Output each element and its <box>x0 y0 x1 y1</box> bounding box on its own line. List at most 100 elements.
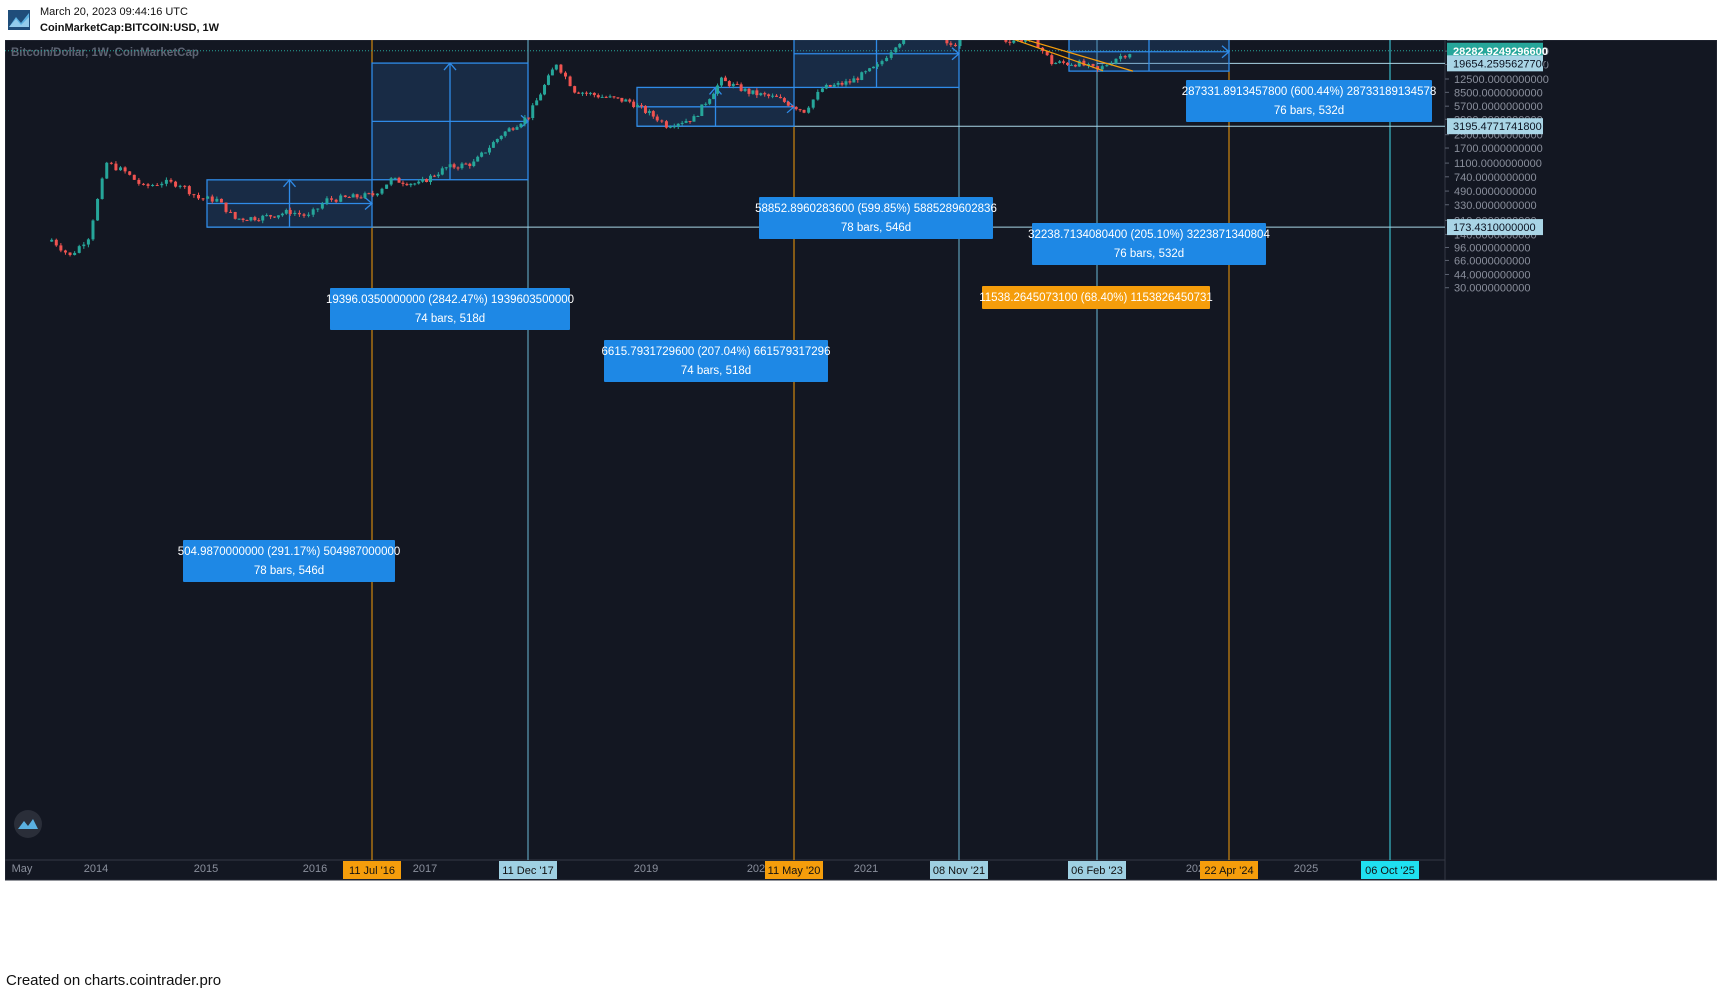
candle-body <box>604 96 608 98</box>
candle-body <box>848 81 852 83</box>
candle-body <box>347 196 351 198</box>
candle-body <box>778 96 782 99</box>
candle-body <box>872 66 876 69</box>
footer-credit: Created on charts.cointrader.pro <box>6 972 222 989</box>
candle-body <box>889 52 893 58</box>
candle-body <box>363 193 367 198</box>
candle-body <box>201 198 205 200</box>
candle-body <box>96 198 100 221</box>
candle-body <box>436 174 440 177</box>
candle-body <box>460 163 464 169</box>
candle-body <box>1024 40 1028 42</box>
candle-body <box>141 183 145 185</box>
candle-body <box>440 168 444 175</box>
price-chart[interactable]: Bitcoin/Dollar, 1W, CoinMarketCap1200000… <box>5 40 1717 972</box>
candle-body <box>894 47 898 53</box>
candle-body <box>767 94 771 97</box>
candle-body <box>224 202 228 212</box>
candle-body <box>852 78 856 83</box>
candle-body <box>860 72 864 80</box>
candle-body <box>647 111 651 113</box>
candle-body <box>456 167 460 169</box>
y-tick-label: 8500.0000000000 <box>1454 87 1543 99</box>
tag-box <box>1447 55 1543 72</box>
candle-body <box>330 198 334 200</box>
cointrader-logo-icon <box>8 10 30 30</box>
candle-body <box>535 100 539 106</box>
candle-body <box>355 194 359 198</box>
candle-body <box>573 86 577 93</box>
candle-body <box>215 198 219 202</box>
candle-body <box>739 84 743 91</box>
candle-body <box>902 40 906 44</box>
candle-body <box>596 95 600 98</box>
candle-body <box>219 198 223 203</box>
candle-body <box>1066 62 1070 65</box>
candle-body <box>233 211 237 219</box>
price-level-tag: 173.4310000000 <box>1447 219 1543 236</box>
candle-body <box>1045 50 1049 56</box>
candle-body <box>77 246 81 253</box>
candle-body <box>269 215 273 217</box>
label-text: 287331.8913457800 (600.44%) 287331891345… <box>1182 86 1437 98</box>
candle-body <box>293 212 297 215</box>
candle-body <box>187 186 191 195</box>
candle-body <box>123 167 127 172</box>
candle-body <box>539 94 543 101</box>
candle-body <box>160 183 164 186</box>
tag-box <box>1068 861 1126 879</box>
measurement-box <box>1068 40 1230 72</box>
candle-body <box>146 184 150 186</box>
date-marker-tag: 08 Nov '21 <box>930 861 988 879</box>
candle-body <box>735 83 739 85</box>
candle-body <box>608 96 612 98</box>
tag-text: 3195.4771741800 <box>1453 121 1542 133</box>
candle-body <box>802 109 806 113</box>
candle-body <box>612 96 616 98</box>
candle-body <box>68 252 72 256</box>
candle-body <box>824 84 828 89</box>
candle-body <box>1100 66 1104 70</box>
y-tick-label: 5700.0000000000 <box>1454 101 1543 113</box>
tag-box <box>1447 42 1543 59</box>
candle-body <box>727 81 731 87</box>
y-tick-label: 44.0000000000 <box>1454 269 1530 281</box>
candle-body <box>480 152 484 157</box>
candle-body <box>790 105 794 107</box>
candle-body <box>487 147 491 153</box>
candle-body <box>428 175 432 182</box>
candle-body <box>359 197 363 199</box>
label-text: 78 bars, 546d <box>254 565 324 577</box>
candle-body <box>632 101 636 108</box>
candle-body <box>798 109 802 111</box>
candle-body <box>794 106 798 110</box>
candle-body <box>105 162 109 179</box>
candle-body <box>464 163 468 165</box>
date-marker-tag: 11 Jul '16 <box>343 861 401 879</box>
tag-box <box>1447 118 1543 135</box>
candle-body <box>495 138 499 143</box>
measurement-label: 287331.8913457800 (600.44%) 287331891345… <box>1182 80 1437 122</box>
label-box <box>604 340 828 382</box>
y-tick-label: 44000.0000000000 <box>1454 40 1549 42</box>
candle-body <box>588 92 592 94</box>
candle-body <box>1004 40 1008 42</box>
candle-body <box>1077 60 1081 67</box>
candle-body <box>945 40 949 44</box>
tag-text: 11 May '20 <box>768 865 821 877</box>
date-marker-tag: 11 Dec '17 <box>499 861 557 879</box>
measurement-label: 504.9870000000 (291.17%) 504987000000 78 … <box>178 540 400 582</box>
candle-body <box>949 43 953 45</box>
y-tick-label: 490.0000000000 <box>1454 186 1537 198</box>
measurement-box <box>636 86 795 127</box>
candle-body <box>237 218 241 220</box>
arrow-head-icon <box>520 114 529 128</box>
candle-body <box>169 179 173 182</box>
candle-body <box>708 99 712 104</box>
candle-body <box>257 220 261 222</box>
label-box <box>1032 223 1266 265</box>
candle-body <box>820 88 824 92</box>
date-marker-tag: 06 Feb '23 <box>1068 861 1126 879</box>
candle-body <box>515 127 519 130</box>
tag-text: 19654.2595627700 <box>1453 58 1548 70</box>
